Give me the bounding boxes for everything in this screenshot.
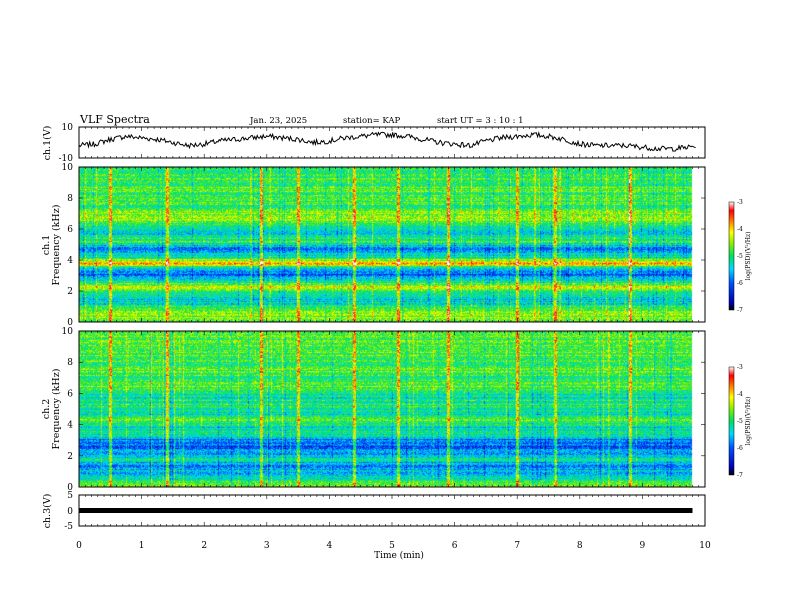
- ch2-colorbar-gradient: [728, 366, 735, 476]
- ch1-ytick-top: 10: [62, 123, 74, 133]
- ch1-waveform-panel: 10 -10 ch.1(V): [42, 123, 706, 164]
- ch1-colorbar-label: log(PSD)(V²/Hz): [745, 232, 752, 281]
- ch2-spectrogram-yticklabel: 10: [62, 327, 74, 337]
- time-axis-ticklabel: 10: [699, 541, 711, 551]
- time-axis-ticklabel: 7: [514, 541, 520, 551]
- ch2-spectrogram-ticks: [79, 330, 705, 488]
- ch1-colorbar-ticklabel: -7: [737, 307, 743, 314]
- ch1-spectrogram-ylabel: ch.1: [41, 235, 52, 256]
- time-axis-ticklabel: 1: [139, 541, 145, 551]
- ch3-waveform-panel: 5 0 -5 ch.3(V): [42, 491, 706, 532]
- start-time-label: start UT = 3 : 10 : 1: [437, 116, 524, 126]
- time-axis-ticklabel: 6: [452, 541, 458, 551]
- ch1-colorbar: -3 -4 -5 -6 -7 log(PSD)(V²/Hz): [728, 199, 752, 314]
- ch1-ytick-bottom: -10: [59, 154, 74, 164]
- ch3-ytick-mid: 0: [67, 507, 73, 517]
- ch1-colorbar-ticklabel: -5: [737, 253, 743, 260]
- ch2-spectrogram-image: [79, 331, 705, 487]
- time-axis-ticklabel: 3: [264, 541, 270, 551]
- ch2-spectrogram-yticklabel: 8: [67, 358, 73, 368]
- ch3-waveform-line: [79, 508, 693, 513]
- ch3-waveform-ylabel: ch.3(V): [42, 494, 53, 529]
- time-axis-ticklabel: 9: [640, 541, 646, 551]
- ch1-spectrogram-yticklabel: 4: [67, 256, 73, 266]
- ch2-spectrogram-yticklabel: 2: [67, 452, 73, 462]
- time-axis-ticklabel: 4: [327, 541, 333, 551]
- ch1-spectrogram-yticklabel: 2: [67, 287, 73, 297]
- ch1-spectrogram-yticklabel: 10: [62, 163, 74, 173]
- figure-title: VLF Spectra: [79, 113, 150, 126]
- time-axis-ticklabels: 0 1 2 3 4 5 6 7 8 9 10: [76, 541, 711, 551]
- station-label: station= KAP: [343, 116, 401, 126]
- ch2-colorbar-ticklabel: -7: [737, 472, 743, 479]
- ch2-spectrogram-yticklabel: 4: [67, 421, 73, 431]
- ch1-spectrogram-image: [79, 167, 705, 322]
- ch1-waveform-ylabel: ch.1(V): [42, 126, 53, 161]
- ch3-ytick-bottom: -5: [64, 522, 73, 532]
- ch1-colorbar-ticklabel: -6: [737, 280, 743, 287]
- ch1-spectrogram-image-holder: [79, 167, 705, 322]
- ch2-colorbar-label: log(PSD)(V²/Hz): [745, 397, 752, 446]
- time-axis-ticklabel: 5: [389, 541, 395, 551]
- ch2-spectrogram-yticklabel: 6: [67, 389, 73, 399]
- ch1-colorbar-gradient: [728, 201, 735, 311]
- time-axis-ticklabel: 2: [201, 541, 207, 551]
- ch1-spectrogram-yticklabel: 6: [67, 225, 73, 235]
- ch1-colorbar-ticklabel: -4: [737, 226, 743, 233]
- ch1-spectrogram-panel: 0 2 4 6 8 10 ch.1 Frequency (kHz): [41, 163, 706, 328]
- ch3-ytick-top: 5: [67, 491, 73, 501]
- ch2-spectrogram-ylabel: ch.2: [41, 399, 52, 420]
- ch2-colorbar-ticklabel: -6: [737, 445, 743, 452]
- ch2-spectrogram-panel: 0 2 4 6 8 10 ch.2 Frequency (kHz): [41, 327, 706, 493]
- ch1-waveform-frame: [78, 126, 706, 159]
- ch2-spectrogram-yticklabel: 0: [67, 483, 73, 493]
- ch2-spectrogram-freq-label: Frequency (kHz): [51, 369, 62, 450]
- ch1-waveform-xticks: [84, 127, 700, 158]
- ch2-colorbar-ticklabel: -4: [737, 391, 743, 398]
- ch1-spectrogram-yticklabel: 8: [67, 194, 73, 204]
- time-axis-ticklabel: 8: [577, 541, 583, 551]
- ch1-waveform-line: [78, 131, 696, 152]
- time-axis-ticklabel: 0: [76, 541, 82, 551]
- ch1-spectrogram-ticks: [79, 166, 705, 323]
- ch2-colorbar-ticks: -3 -4 -5 -6 -7: [737, 364, 743, 479]
- ch1-colorbar-ticks: -3 -4 -5 -6 -7: [737, 199, 743, 314]
- ch1-colorbar-ticklabel: -3: [737, 199, 743, 206]
- time-axis-label: Time (min): [374, 550, 424, 561]
- ch2-spectrogram-yticklabels: 0 2 4 6 8 10: [62, 327, 74, 493]
- ch2-colorbar-ticklabel: -5: [737, 418, 743, 425]
- ch2-spectrogram-image-holder: [79, 331, 705, 487]
- ch1-spectrogram-yticklabel: 0: [67, 318, 73, 328]
- figure-header: VLF Spectra Jan. 23, 2025 station= KAP s…: [79, 113, 524, 126]
- date-label: Jan. 23, 2025: [249, 116, 307, 126]
- ch1-spectrogram-freq-label: Frequency (kHz): [51, 205, 62, 286]
- ch3-waveform-ticks: [84, 495, 700, 526]
- ch2-colorbar-ticklabel: -3: [737, 364, 743, 371]
- ch1-spectrogram-yticklabels: 0 2 4 6 8 10: [62, 163, 74, 328]
- ch2-colorbar: -3 -4 -5 -6 -7 log(PSD)(V²/Hz): [728, 364, 752, 479]
